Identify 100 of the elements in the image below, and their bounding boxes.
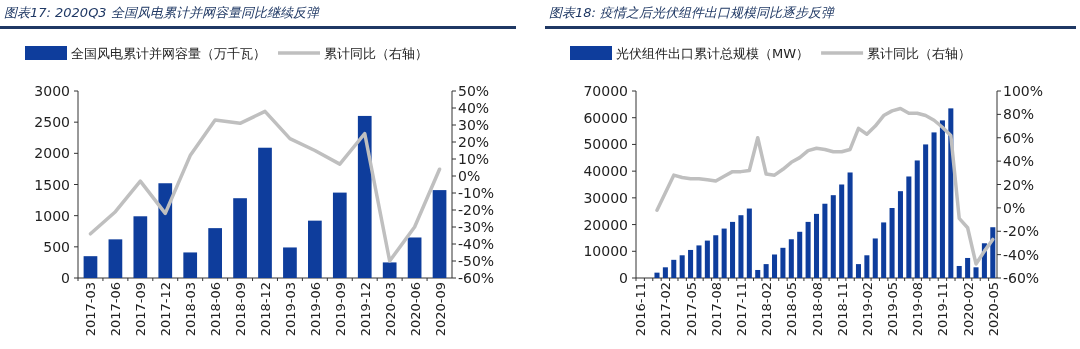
x-tick-label: 2019-03 (282, 282, 298, 337)
y2-tick-label: -20% (1003, 223, 1040, 240)
x-tick-label: 2019-08 (910, 282, 926, 337)
y-tick-label: 0 (61, 270, 70, 286)
y2-tick-label: -40% (458, 236, 495, 252)
bar (258, 147, 272, 278)
x-tick-label: 2020-06 (407, 282, 423, 337)
bar (956, 265, 962, 278)
y-tick-label: 2000 (34, 145, 70, 162)
bar (855, 264, 861, 278)
bar (772, 254, 778, 278)
x-tick-label: 2018-12 (258, 282, 273, 337)
bar (931, 132, 937, 278)
y2-tick-label: 40% (458, 100, 490, 116)
y-tick-label: 20000 (583, 216, 628, 233)
y-tick-label: 1500 (34, 176, 70, 193)
x-tick-label: 2017-02 (658, 282, 674, 337)
y2-tick-label: 50% (458, 83, 490, 99)
bar (763, 264, 769, 278)
x-tick-label: 2017-05 (683, 282, 699, 337)
y-tick-label: 1000 (34, 207, 70, 224)
chart-title: 图表18: 疫情之后光伏组件出口规模同比逐步反弹 (549, 5, 836, 20)
bar (704, 240, 710, 278)
bar (822, 203, 828, 278)
x-tick-label: 2020-03 (382, 282, 398, 337)
x-tick-label: 2017-11 (733, 282, 749, 337)
bar (788, 239, 794, 278)
y-tick-label: 2500 (34, 114, 70, 131)
y2-tick-label: 40% (1003, 153, 1035, 170)
x-tick-label: 2018-06 (208, 282, 224, 337)
bar (897, 191, 903, 278)
y-tick-label: 10000 (583, 243, 628, 260)
y-tick-label: 3000 (34, 83, 70, 99)
y2-tick-label: 0% (1003, 199, 1026, 216)
bar (283, 247, 297, 278)
bar (990, 227, 996, 278)
bar (839, 184, 845, 278)
bar (357, 115, 372, 278)
x-tick-label: 2018-05 (784, 282, 800, 337)
y2-tick-label: 10% (458, 151, 490, 167)
bar (662, 267, 668, 278)
y-tick-label: 50000 (583, 136, 628, 153)
bar (847, 172, 853, 278)
bar (407, 237, 422, 278)
bar (906, 176, 912, 278)
bar (872, 238, 878, 278)
x-tick-label: 2019-05 (885, 282, 901, 337)
y2-tick-label: -50% (458, 253, 495, 269)
line-series (88, 109, 442, 263)
legend-label: 全国风电累计并网容量（万千瓦） (71, 46, 266, 61)
bar (830, 195, 836, 278)
y-tick-label: 500 (43, 238, 70, 255)
y2-tick-label: 0% (458, 168, 481, 184)
x-tick-label: 2019-02 (859, 282, 875, 337)
bar (881, 222, 887, 278)
y-tick-label: 30000 (583, 189, 628, 206)
legend-label: 光伏组件出口累计总规模（MW） (616, 46, 810, 61)
x-tick-label: 2019-06 (307, 282, 323, 337)
bar (965, 257, 971, 278)
bar (755, 269, 761, 278)
bar (158, 183, 173, 278)
x-tick-label: 2017-03 (83, 282, 99, 337)
bar (133, 216, 148, 278)
y2-tick-label: -10% (458, 185, 495, 201)
x-tick-label: 2020-02 (960, 282, 976, 337)
y2-tick-label: -20% (458, 202, 495, 218)
legend-label: 累计同比（右轴） (324, 46, 428, 61)
bar (805, 221, 811, 278)
y2-tick-label: 60% (1003, 129, 1035, 146)
x-tick-label: 2017-06 (108, 282, 124, 337)
bar (797, 231, 803, 278)
bar (432, 190, 447, 278)
bar (939, 120, 945, 278)
y2-tick-label: 100% (1003, 83, 1044, 99)
bar (864, 255, 870, 278)
bar (730, 221, 736, 278)
bar (332, 192, 347, 278)
legend-label: 累计同比（右轴） (867, 46, 972, 61)
bar (923, 144, 929, 278)
y2-tick-label: 20% (458, 134, 490, 150)
bar (746, 208, 752, 278)
bar (108, 239, 123, 278)
x-tick-label: 2016-11 (633, 282, 649, 337)
y2-tick-label: -60% (458, 270, 495, 286)
bar (713, 235, 719, 278)
x-tick-label: 2019-12 (357, 282, 373, 337)
y2-tick-label: -30% (458, 219, 495, 235)
y-tick-label: 60000 (583, 109, 628, 126)
bar (721, 228, 727, 278)
bar (671, 259, 677, 278)
bar (654, 272, 660, 278)
bar (688, 249, 694, 278)
bar (679, 255, 685, 278)
x-tick-label: 2017-08 (708, 282, 724, 337)
bar (780, 247, 786, 278)
bar (973, 267, 979, 278)
x-tick-label: 2018-11 (834, 282, 850, 337)
y-tick-label: 70000 (583, 83, 628, 99)
x-tick-label: 2018-03 (183, 282, 199, 337)
x-tick-label: 2019-09 (332, 282, 348, 337)
